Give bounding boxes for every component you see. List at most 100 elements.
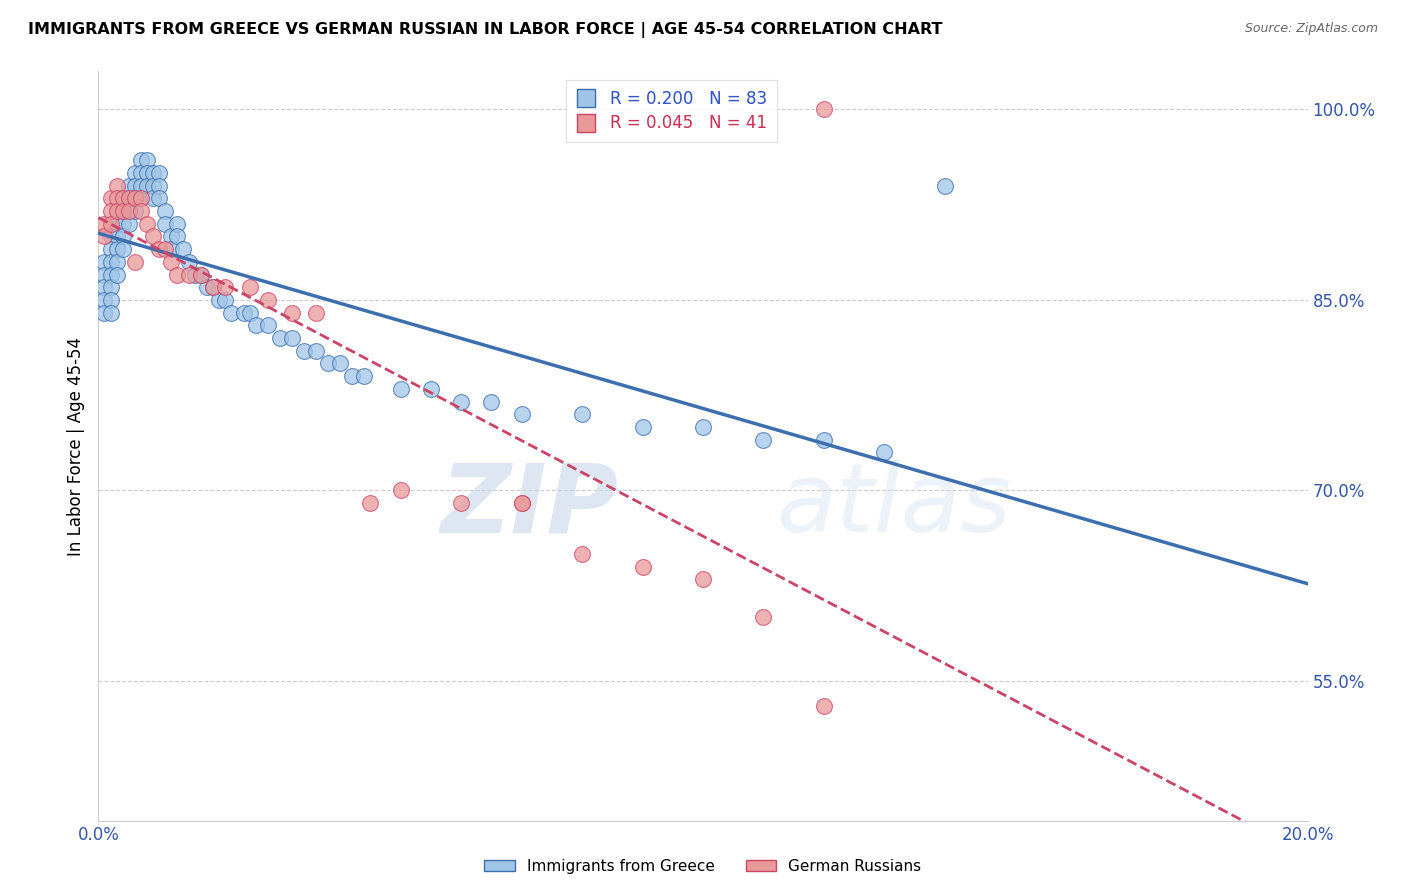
Point <box>93 229 115 244</box>
Point <box>214 280 236 294</box>
Point <box>281 331 304 345</box>
Point <box>190 268 212 282</box>
Point <box>100 204 122 219</box>
Point <box>195 280 218 294</box>
Point <box>329 356 352 370</box>
Point <box>184 268 207 282</box>
Point <box>111 229 134 244</box>
Y-axis label: In Labor Force | Age 45-54: In Labor Force | Age 45-54 <box>66 336 84 556</box>
Point <box>93 255 115 269</box>
Point <box>142 229 165 244</box>
Point <box>100 191 122 205</box>
Point <box>118 204 141 219</box>
Point <box>148 178 170 193</box>
Point <box>93 217 115 231</box>
Point <box>692 420 714 434</box>
Point <box>510 496 533 510</box>
Point <box>135 217 157 231</box>
Point <box>160 229 183 244</box>
Point <box>105 191 128 205</box>
Point <box>111 217 134 231</box>
Point <box>93 306 115 320</box>
Point <box>166 268 188 282</box>
Point <box>111 204 134 219</box>
Point <box>142 166 165 180</box>
Point <box>342 369 364 384</box>
Point <box>510 496 533 510</box>
Point <box>105 204 128 219</box>
Point <box>316 356 339 370</box>
Point <box>111 242 134 256</box>
Point <box>124 255 146 269</box>
Point <box>111 191 134 205</box>
Text: Source: ZipAtlas.com: Source: ZipAtlas.com <box>1244 22 1378 36</box>
Point <box>172 242 194 256</box>
Point <box>232 306 254 320</box>
Point <box>118 217 141 231</box>
Point <box>105 204 128 219</box>
Point <box>692 572 714 586</box>
Point <box>239 306 262 320</box>
Point <box>129 166 152 180</box>
Point <box>124 191 146 205</box>
Point <box>281 306 304 320</box>
Point <box>129 191 152 205</box>
Point <box>100 255 122 269</box>
Point <box>389 483 412 498</box>
Point <box>631 559 654 574</box>
Point <box>105 242 128 256</box>
Point <box>124 191 146 205</box>
Point <box>142 191 165 205</box>
Point <box>142 178 165 193</box>
Point <box>160 255 183 269</box>
Point <box>93 280 115 294</box>
Point <box>813 103 835 117</box>
Point <box>93 293 115 307</box>
Point <box>124 166 146 180</box>
Point <box>129 153 152 168</box>
Text: ZIP: ZIP <box>440 459 619 552</box>
Point <box>256 318 278 333</box>
Point <box>450 394 472 409</box>
Point <box>214 293 236 307</box>
Point <box>571 407 593 421</box>
Point <box>510 407 533 421</box>
Point <box>269 331 291 345</box>
Point <box>245 318 267 333</box>
Point <box>118 178 141 193</box>
Point <box>813 433 835 447</box>
Point <box>105 178 128 193</box>
Point <box>100 229 122 244</box>
Point <box>118 191 141 205</box>
Point <box>813 699 835 714</box>
Legend: R = 0.200   N = 83, R = 0.045   N = 41: R = 0.200 N = 83, R = 0.045 N = 41 <box>567 79 776 143</box>
Point <box>752 610 775 624</box>
Point <box>135 178 157 193</box>
Point <box>105 255 128 269</box>
Point <box>208 293 231 307</box>
Point <box>111 191 134 205</box>
Text: IMMIGRANTS FROM GREECE VS GERMAN RUSSIAN IN LABOR FORCE | AGE 45-54 CORRELATION : IMMIGRANTS FROM GREECE VS GERMAN RUSSIAN… <box>28 22 942 38</box>
Point <box>100 306 122 320</box>
Point <box>100 293 122 307</box>
Point <box>239 280 262 294</box>
Point <box>160 242 183 256</box>
Point <box>292 343 315 358</box>
Point <box>873 445 896 459</box>
Point <box>450 496 472 510</box>
Point <box>118 204 141 219</box>
Point <box>100 280 122 294</box>
Point <box>571 547 593 561</box>
Point <box>105 217 128 231</box>
Point <box>129 178 152 193</box>
Point <box>105 229 128 244</box>
Point <box>202 280 225 294</box>
Point <box>118 191 141 205</box>
Point <box>124 178 146 193</box>
Point <box>100 217 122 231</box>
Point <box>631 420 654 434</box>
Point <box>105 268 128 282</box>
Point <box>420 382 443 396</box>
Point <box>135 166 157 180</box>
Legend: Immigrants from Greece, German Russians: Immigrants from Greece, German Russians <box>478 853 928 880</box>
